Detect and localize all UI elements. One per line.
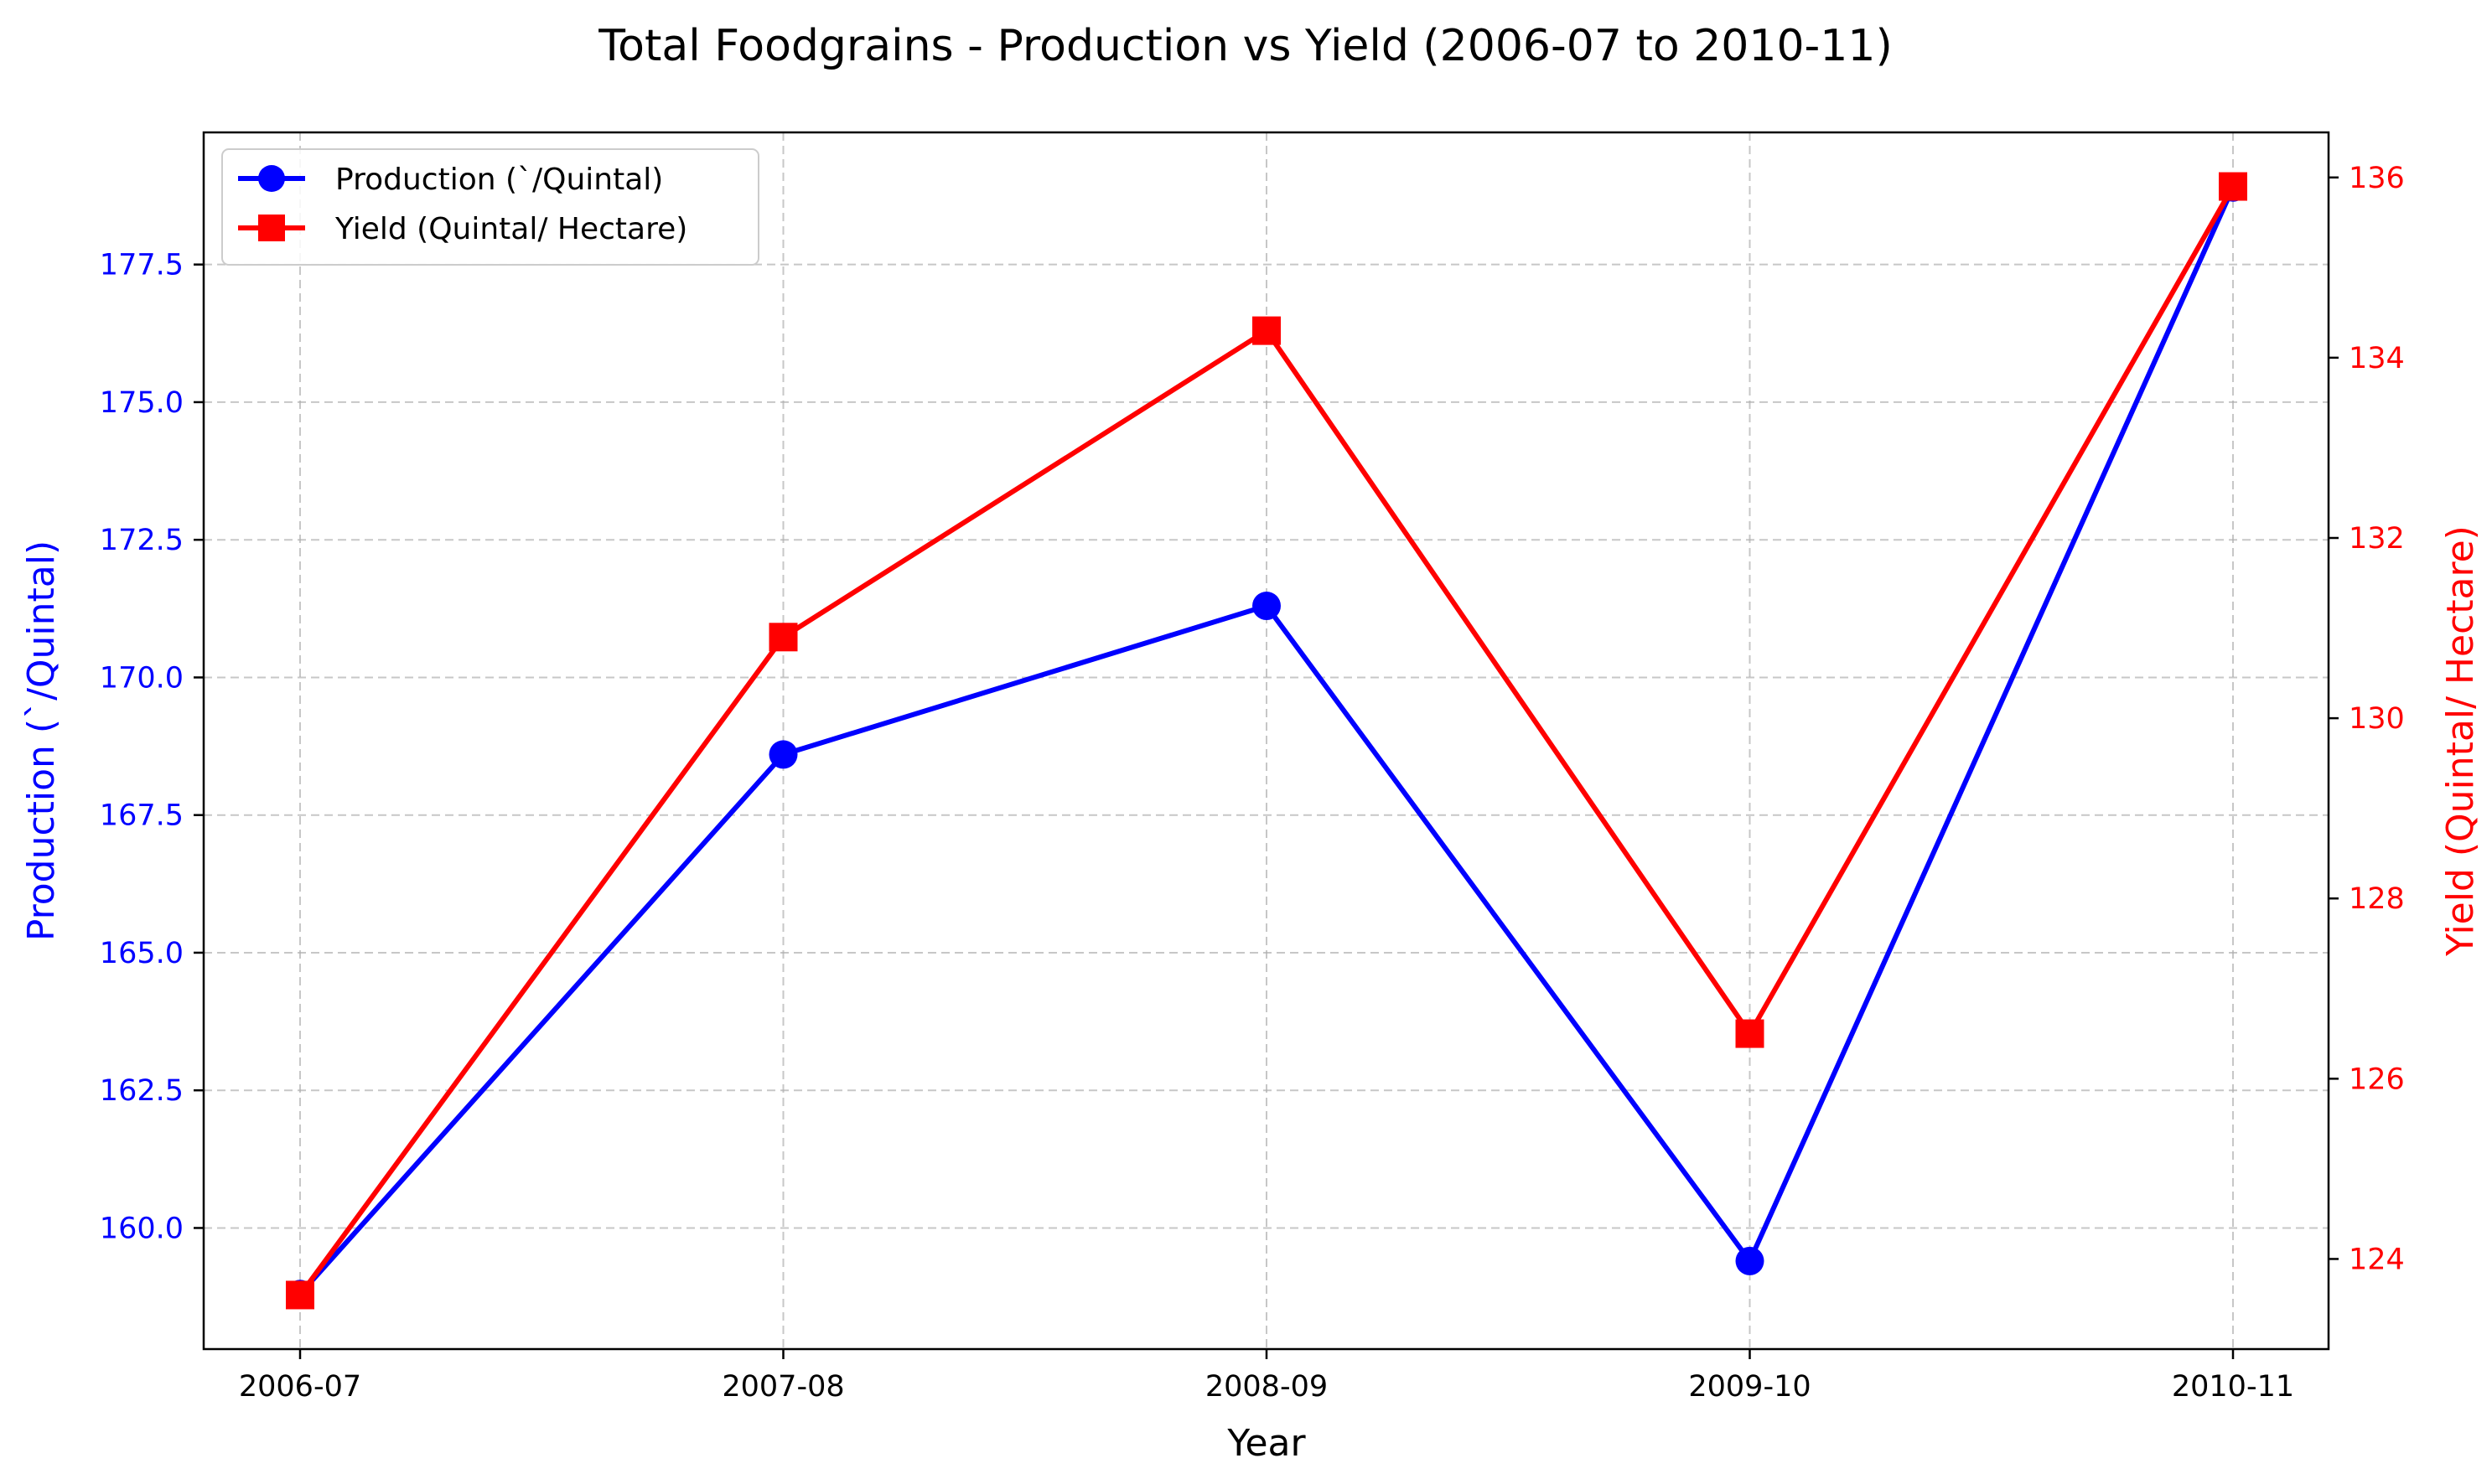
yield-point [1735,1019,1764,1048]
legend-box [221,148,759,266]
right-y-tick-label: 124 [2349,1243,2405,1276]
x-tick-label: 2007-08 [722,1370,844,1404]
chart-title: Total Foodgrains - Production vs Yield (… [598,21,1893,71]
left-y-tick-label: 165.0 [100,937,184,970]
left-y-tick-label: 167.5 [100,799,184,833]
yield-point [2219,172,2247,201]
production-point [769,740,798,769]
right-y-axis: 124 126 128 130 132 134 136 [2329,162,2405,1276]
x-tick-label: 2010-11 [2172,1370,2294,1404]
x-tick-label: 2006-07 [239,1370,361,1404]
legend-label-yield: Yield (Quintal/ Hectare) [334,212,687,246]
left-y-tick-label: 160.0 [100,1212,184,1245]
left-y-tick-label: 177.5 [100,249,184,282]
production-point [1735,1246,1764,1275]
yield-point [286,1280,314,1310]
left-y-tick-label: 172.5 [100,524,184,557]
right-y-tick-label: 130 [2349,702,2405,736]
left-y-tick-label: 170.0 [100,661,184,695]
right-y-tick-label: 134 [2349,342,2405,375]
legend-yield-marker [258,215,285,241]
grid [204,132,2329,1349]
left-y-tick-label: 162.5 [100,1074,184,1108]
right-y-axis-label: Yield (Quintal/ Hectare) [2439,525,2482,957]
legend-production-marker [258,165,285,192]
series-layer [286,172,2247,1310]
legend: Production (`/Quintal) Yield (Quintal/ H… [221,148,759,266]
x-tick-label: 2009-10 [1688,1370,1811,1404]
x-tick-label: 2008-09 [1205,1370,1328,1404]
legend-label-production: Production (`/Quintal) [335,163,663,197]
yield-point [769,623,798,652]
x-axis: 2006-07 2007-08 2008-09 2009-10 2010-11 [239,1349,2294,1404]
right-y-tick-label: 136 [2349,162,2405,195]
left-y-axis-label: Production (`/Quintal) [20,540,63,941]
right-y-tick-label: 128 [2349,882,2405,916]
yield-point [1252,316,1281,345]
right-y-tick-label: 132 [2349,522,2405,556]
x-axis-label: Year [1226,1422,1306,1465]
left-y-tick-label: 175.0 [100,386,184,420]
left-y-axis: 160.0 162.5 165.0 167.5 170.0 172.5 175.0 177.5 [100,249,204,1245]
production-point [1252,592,1281,621]
right-y-tick-label: 126 [2349,1063,2405,1096]
